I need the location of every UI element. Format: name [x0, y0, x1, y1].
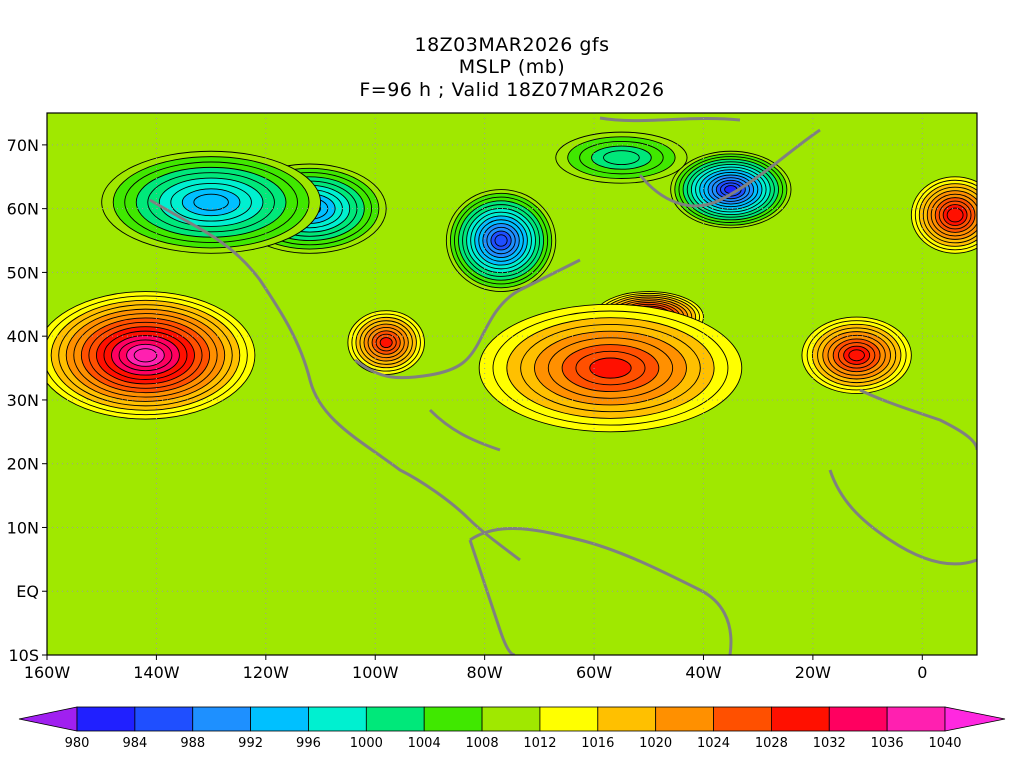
colorbar-swatch: [76, 706, 136, 732]
isobar-band: [946, 207, 964, 223]
lat-tick-label: 60N: [7, 200, 39, 219]
low-pressure-center: [445, 189, 557, 292]
lon-tick-label: 0: [917, 663, 927, 682]
lon-tick-label: 100W: [352, 663, 399, 682]
latitude-axis: 70N 60N 50N 40N 30N 20N 10N EQ 10S: [7, 136, 47, 665]
colorbar-swatch: [828, 706, 888, 732]
colorbar-swatch: [365, 706, 425, 732]
colorbar-over-arrow: [944, 706, 1006, 732]
colorbar-level-label: 1020: [639, 736, 672, 751]
colorbar-level-label: 992: [238, 736, 263, 751]
lat-tick-label: 50N: [7, 263, 39, 282]
isobar-band: [848, 349, 865, 362]
colorbar-level-label: 1012: [523, 736, 556, 751]
title-valid: F=96 h ; Valid 18Z07MAR2026: [359, 79, 665, 101]
isobar-band: [193, 193, 229, 211]
lon-tick-label: 60W: [576, 663, 612, 682]
lat-tick-label: 30N: [7, 391, 39, 410]
lon-tick-label: 80W: [467, 663, 503, 682]
plot-frame: [46, 112, 978, 656]
high-pressure-center: [347, 310, 425, 375]
low-pressure-center: [101, 150, 321, 254]
africa-coast: [828, 388, 977, 566]
colorbar-swatch: [250, 706, 309, 732]
low-pressure-center: [670, 150, 792, 229]
high-pressure-center: [478, 303, 743, 433]
isobar-band: [379, 337, 393, 349]
title-field: MSLP (mb): [458, 56, 566, 78]
pressure-field: [47, 113, 977, 655]
lon-tick-label: 120W: [243, 663, 290, 682]
isobar-band: [494, 234, 508, 247]
lat-tick-label: 40N: [7, 327, 39, 346]
lat-tick-label: EQ: [16, 582, 39, 601]
isobar-band: [603, 150, 640, 166]
title-run: 18Z03MAR2026 gfs: [414, 34, 610, 56]
longitude-axis: 160W 140W 120W 100W 80W 60W 40W 20W 0: [24, 655, 927, 682]
colorbar-level-label: 1032: [813, 736, 846, 751]
high-pressure-center: [910, 176, 977, 254]
lat-tick-label: 20N: [7, 455, 39, 474]
colorbar-level-label: 1040: [928, 736, 961, 751]
north-america-coast: [149, 198, 581, 562]
colorbar-level-label: 1028: [755, 736, 788, 751]
colorbar-swatch: [886, 706, 946, 732]
high-pressure-center: [801, 316, 912, 395]
south-america-coast: [468, 527, 733, 655]
colorbar-level-label: 1008: [466, 736, 499, 751]
lon-tick-label: 20W: [795, 663, 831, 682]
colorbar-swatch: [134, 706, 194, 732]
lon-tick-label: 40W: [685, 663, 721, 682]
colorbar-swatch: [713, 706, 772, 732]
lon-tick-label: 140W: [133, 663, 180, 682]
low-pressure-center: [555, 131, 688, 184]
colorbar-swatch: [539, 706, 599, 732]
coastlines: [149, 116, 977, 655]
lat-tick-label: 10N: [7, 518, 39, 537]
colorbar-level-label: 1016: [581, 736, 614, 751]
colorbar-level-label: 980: [65, 736, 90, 751]
greenland-coast: [599, 116, 821, 208]
colorbar-under-arrow: [18, 706, 78, 732]
graticule: [47, 113, 977, 655]
colorbar-level-label: 984: [122, 736, 147, 751]
colorbar-swatch: [423, 706, 483, 732]
colorbar-swatch: [192, 706, 252, 732]
isobar-band: [589, 357, 632, 379]
lat-tick-label: 10S: [8, 646, 39, 665]
lat-tick-label: 70N: [7, 136, 39, 155]
colorbar-swatch: [771, 706, 830, 732]
colorbar-swatch: [481, 706, 541, 732]
lon-tick-label: 160W: [24, 663, 71, 682]
high-pressure-center: [47, 291, 256, 420]
isobar-band: [133, 348, 158, 363]
colorbar-level-label: 1000: [350, 736, 383, 751]
colorbar-swatch: [597, 706, 657, 732]
colorbar-level-label: 1024: [697, 736, 730, 751]
colorbar-level-label: 1036: [871, 736, 904, 751]
colorbar-swatch: [655, 706, 714, 732]
colorbar-level-label: 988: [180, 736, 205, 751]
colorbar: 980 984 988 992 996 1000 1004 1008 1012 1016 1020 1…: [18, 706, 1006, 751]
colorbar-swatch: [308, 706, 367, 732]
colorbar-level-label: 1004: [408, 736, 441, 751]
colorbar-level-label: 996: [296, 736, 321, 751]
